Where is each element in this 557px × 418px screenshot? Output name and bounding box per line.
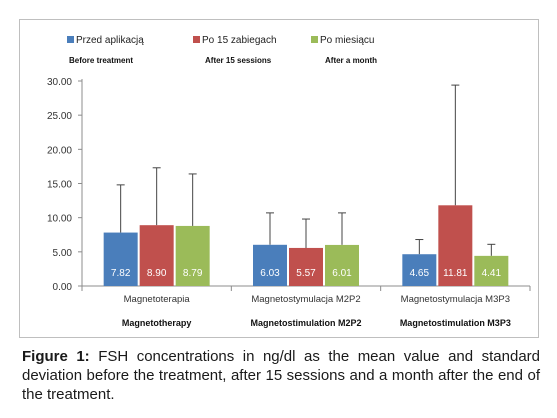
- y-tick-label: 30.00: [47, 77, 72, 88]
- bar: [103, 232, 138, 286]
- bar-value-label: 7.82: [111, 268, 131, 279]
- caption-text: FSH concentrations in ng/dl as the mean …: [22, 348, 540, 403]
- legend-swatch: [193, 36, 200, 43]
- legend-subtitle: After 15 sessions: [205, 56, 272, 65]
- bar: [474, 255, 509, 286]
- bar-value-label: 5.57: [296, 268, 316, 279]
- caption-label: Figure 1:: [22, 348, 90, 365]
- figure-caption: Figure 1: FSH concentrations in ng/dl as…: [22, 347, 540, 404]
- bar-value-label: 6.01: [332, 268, 352, 279]
- bar-value-label: 4.65: [410, 268, 430, 279]
- y-tick-label: 5.00: [53, 248, 73, 259]
- legend-swatch: [67, 36, 74, 43]
- x-category-subtitle: Magnetostimulation M2P2: [250, 318, 361, 328]
- bar: [438, 205, 473, 286]
- y-tick-label: 10.00: [47, 214, 72, 225]
- y-tick-label: 0.00: [53, 282, 73, 293]
- bar-value-label: 6.03: [260, 268, 280, 279]
- legend-label: Po miesiącu: [320, 35, 374, 46]
- bar: [402, 254, 437, 286]
- y-tick-label: 15.00: [47, 180, 72, 191]
- bar: [175, 225, 210, 286]
- bar-value-label: 8.79: [183, 268, 203, 279]
- bar-value-label: 4.41: [482, 268, 502, 279]
- bar: [289, 247, 323, 286]
- legend-subtitle: After a month: [325, 56, 377, 65]
- x-category-subtitle: Magnetotherapy: [122, 318, 192, 328]
- bar-chart: 0.00 5.00 10.00 15.00 20.00 25.00 30.00 7.82 8.9…: [47, 35, 531, 328]
- bar: [325, 244, 359, 286]
- bar-value-label: 11.81: [443, 268, 468, 279]
- x-category-subtitle: Magnetostimulation M3P3: [400, 318, 511, 328]
- x-category-label: Magnetostymulacja M3P3: [401, 294, 510, 305]
- legend-swatch: [311, 36, 318, 43]
- y-tick-label: 25.00: [47, 111, 72, 122]
- x-category-label: Magnetoterapia: [124, 294, 191, 305]
- legend-subtitle: Before treatment: [69, 56, 133, 65]
- bar: [253, 244, 287, 286]
- legend-label: Przed aplikacją: [76, 35, 144, 46]
- legend-label: Po 15 zabiegach: [202, 35, 277, 46]
- y-tick-label: 20.00: [47, 145, 72, 156]
- bar: [139, 225, 174, 286]
- bar-value-label: 8.90: [147, 268, 167, 279]
- x-category-label: Magnetostymulacja M2P2: [251, 294, 360, 305]
